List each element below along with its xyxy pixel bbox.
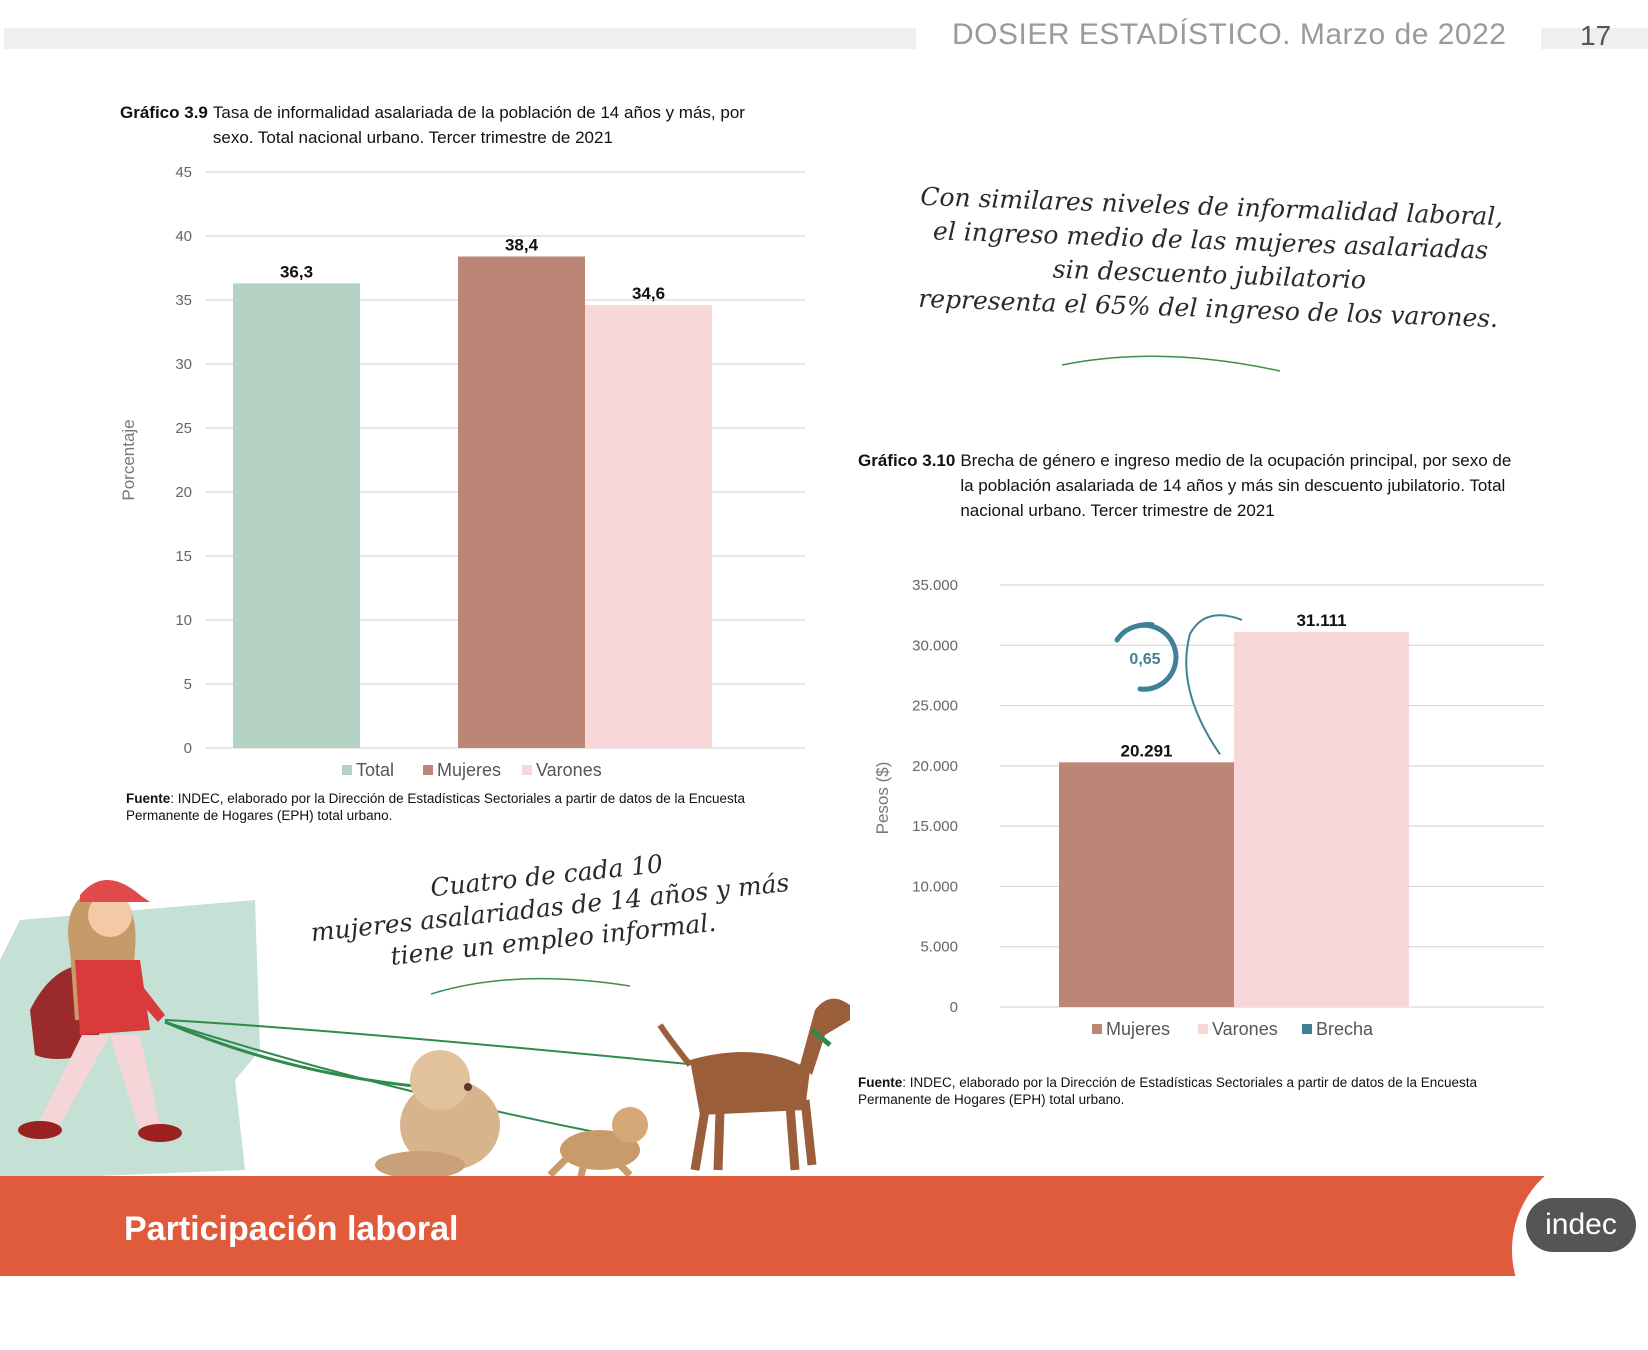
y-tick-label: 15 <box>175 548 192 565</box>
callout-informal-underline <box>430 977 631 995</box>
y-tick-label: 5 <box>184 676 192 693</box>
leash <box>164 1021 611 1136</box>
chart2-source-text: : INDEC, elaborado por la Dirección de E… <box>858 1075 1478 1107</box>
bar-total <box>233 283 360 748</box>
chart2-plot: 0 5.000 10.000 15.000 20.000 25.000 30.000 35.0… <box>873 577 1544 1039</box>
leg-back <box>40 1035 110 1125</box>
bar-varones <box>585 305 712 748</box>
fluffy-dog <box>375 1050 500 1179</box>
legend-label: Total <box>356 760 394 780</box>
section-title: Participación laboral <box>124 1210 459 1248</box>
y-tick-label: 35.000 <box>912 577 958 594</box>
chart1-title-block: Gráfico 3.9 Tasa de informalidad asalari… <box>120 100 780 150</box>
legend-label: Mujeres <box>1106 1019 1170 1039</box>
legend-label: Varones <box>1212 1019 1278 1039</box>
chart2-source-label: Fuente <box>858 1075 903 1090</box>
shoe <box>138 1124 182 1142</box>
shoe <box>18 1121 62 1139</box>
y-tick-label: 10 <box>175 612 192 629</box>
indec-logo-text: indec <box>1545 1208 1617 1241</box>
data-label: 36,3 <box>280 262 313 281</box>
y-tick-label: 35 <box>175 292 192 309</box>
bar-mujeres <box>1059 762 1234 1007</box>
legend-label: Mujeres <box>437 760 501 780</box>
header-title: DOSIER ESTADÍSTICO. Marzo de 2022 <box>952 18 1507 51</box>
girl-figure <box>18 880 182 1142</box>
chart1-source-text: : INDEC, elaborado por la Dirección de E… <box>126 791 746 823</box>
y-tick-label: 15.000 <box>912 818 958 835</box>
data-label: 20.291 <box>1121 741 1173 760</box>
arm <box>125 970 165 1022</box>
data-label: 38,4 <box>505 235 539 254</box>
page-number: 17 <box>1580 20 1612 51</box>
header-bar-right <box>1541 28 1648 49</box>
y-tick-label: 0 <box>184 740 192 757</box>
y-tick-label: 5.000 <box>920 939 958 956</box>
y-tick-label: 30 <box>175 356 192 373</box>
chart1-source: Fuente: INDEC, elaborado por la Direcció… <box>126 790 806 824</box>
y-tick-label: 20.000 <box>912 758 958 775</box>
header-bar-left <box>4 28 916 49</box>
indec-logo: indec <box>1526 1198 1636 1252</box>
y-tick-label: 0 <box>950 999 958 1016</box>
y-axis-title: Porcentaje <box>119 419 138 500</box>
callout-income-gap: Con similares niveles de informalidad la… <box>898 179 1522 337</box>
leg-front <box>110 1035 160 1128</box>
legend-swatch <box>342 765 352 775</box>
legend-swatch <box>522 765 532 775</box>
small-dog <box>547 1107 648 1180</box>
tall-dog <box>657 998 850 1171</box>
chart1-label: Gráfico 3.9 <box>120 103 208 122</box>
chart1-title: Tasa de informalidad asalariada de la po… <box>212 103 745 147</box>
leash <box>164 1019 801 1076</box>
legend-swatch <box>1302 1024 1312 1034</box>
brecha-label: 0,65 <box>1129 651 1160 668</box>
face <box>88 893 132 937</box>
legend-swatch <box>1198 1024 1208 1034</box>
bar-mujeres <box>458 256 585 748</box>
chart2-source: Fuente: INDEC, elaborado por la Direcció… <box>858 1074 1538 1108</box>
bar-varones <box>1234 631 1409 1007</box>
callout-underline <box>1061 355 1281 372</box>
y-tick-label: 30.000 <box>912 637 958 654</box>
y-tick-label: 40 <box>175 228 192 245</box>
illustration-dog-walker <box>0 880 850 1180</box>
legend-swatch <box>1092 1024 1102 1034</box>
legend-swatch <box>423 765 433 775</box>
data-label: 34,6 <box>632 284 665 303</box>
brecha-connector <box>1185 614 1243 755</box>
y-axis-title: Pesos ($) <box>873 762 892 835</box>
chart2-label: Gráfico 3.10 <box>858 451 956 470</box>
footer-band <box>0 1176 1648 1276</box>
y-tick-label: 25 <box>175 420 192 437</box>
legend-label: Varones <box>536 760 602 780</box>
y-tick-label: 20 <box>175 484 192 501</box>
y-tick-label: 45 <box>175 164 192 181</box>
chart2-title-block: Gráfico 3.10 Brecha de género e ingreso … <box>858 448 1528 523</box>
data-label: 31.111 <box>1296 611 1346 630</box>
chart1-plot: 0 5 10 15 20 25 30 35 40 45 Porcentaje 36,3 38,4 34,… <box>119 164 805 780</box>
cap <box>80 880 150 902</box>
chart2-title: Brecha de género e ingreso medio de la o… <box>960 451 1512 520</box>
brecha-ring-tail <box>1123 622 1155 634</box>
chart1-source-label: Fuente <box>126 791 171 806</box>
y-tick-label: 25.000 <box>912 698 958 715</box>
legend-label: Brecha <box>1316 1019 1374 1039</box>
y-tick-label: 10.000 <box>912 878 958 895</box>
